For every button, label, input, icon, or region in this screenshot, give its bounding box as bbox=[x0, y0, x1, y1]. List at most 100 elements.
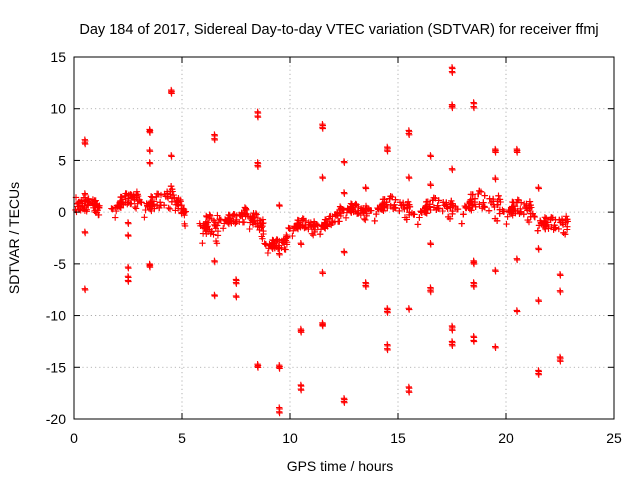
data-point bbox=[305, 225, 312, 233]
data-point bbox=[420, 208, 428, 215]
data-point bbox=[156, 199, 164, 206]
data-point bbox=[317, 226, 325, 233]
data-point bbox=[373, 210, 380, 218]
data-point bbox=[167, 191, 174, 198]
data-point bbox=[91, 201, 98, 208]
data-point bbox=[245, 213, 252, 220]
data-point bbox=[276, 363, 283, 370]
data-point bbox=[535, 185, 542, 192]
data-point bbox=[535, 371, 542, 378]
data-point bbox=[466, 199, 474, 206]
data-point bbox=[94, 207, 101, 214]
data-point bbox=[319, 175, 326, 182]
data-point bbox=[392, 196, 399, 203]
data-point bbox=[481, 204, 488, 211]
data-point bbox=[341, 399, 348, 406]
data-point bbox=[469, 191, 476, 198]
data-point bbox=[531, 213, 538, 221]
data-point bbox=[401, 205, 408, 213]
data-point bbox=[264, 249, 272, 257]
data-point bbox=[206, 211, 213, 218]
data-point bbox=[200, 224, 208, 231]
plot-frame bbox=[73, 56, 615, 420]
data-point bbox=[199, 230, 207, 237]
data-point bbox=[557, 272, 564, 279]
data-point bbox=[535, 298, 542, 305]
data-point bbox=[384, 148, 391, 155]
data-point bbox=[384, 346, 391, 354]
data-point bbox=[564, 216, 571, 223]
data-point bbox=[125, 199, 132, 206]
data-point bbox=[310, 232, 317, 239]
data-point bbox=[226, 217, 233, 225]
data-point bbox=[146, 160, 154, 167]
data-point bbox=[525, 218, 533, 226]
y-tick-label: -10 bbox=[46, 308, 66, 324]
data-point bbox=[543, 215, 550, 222]
data-point bbox=[416, 214, 423, 221]
chart-title: Day 184 of 2017, Sidereal Day-to-day VTE… bbox=[79, 22, 598, 38]
data-point bbox=[95, 204, 103, 211]
data-point bbox=[211, 258, 218, 266]
data-point bbox=[564, 223, 571, 230]
data-point bbox=[137, 198, 145, 206]
data-point bbox=[125, 232, 132, 240]
data-point bbox=[432, 195, 439, 202]
x-tick-label: 5 bbox=[178, 430, 186, 446]
data-point bbox=[319, 322, 326, 330]
data-point bbox=[125, 265, 132, 272]
y-tick-label: 5 bbox=[58, 152, 66, 168]
data-point bbox=[276, 251, 283, 258]
data-point bbox=[492, 344, 499, 351]
data-point bbox=[171, 194, 178, 201]
data-point bbox=[347, 203, 354, 211]
data-point bbox=[153, 190, 161, 197]
data-point bbox=[458, 220, 465, 227]
data-point bbox=[249, 214, 256, 221]
data-point bbox=[276, 202, 283, 210]
data-point bbox=[441, 202, 448, 209]
data-point bbox=[125, 191, 132, 199]
data-point bbox=[500, 208, 507, 215]
data-point bbox=[178, 206, 185, 214]
data-point bbox=[362, 216, 369, 224]
data-point bbox=[132, 205, 140, 212]
data-point bbox=[481, 192, 488, 199]
data-point bbox=[199, 240, 206, 247]
data-point bbox=[298, 241, 305, 248]
data-point bbox=[108, 205, 115, 212]
data-point bbox=[476, 187, 483, 195]
data-point bbox=[408, 209, 416, 217]
data-point bbox=[449, 104, 456, 112]
data-point bbox=[246, 225, 253, 233]
y-tick-label: -15 bbox=[46, 359, 66, 375]
data-point bbox=[118, 200, 125, 207]
data-point bbox=[374, 204, 381, 212]
data-point bbox=[150, 201, 157, 208]
data-point bbox=[339, 206, 346, 213]
data-point bbox=[449, 207, 456, 215]
data-point bbox=[113, 207, 120, 215]
data-point bbox=[157, 191, 165, 199]
data-point bbox=[446, 215, 454, 222]
data-point bbox=[252, 210, 260, 217]
data-point bbox=[492, 149, 499, 156]
data-point bbox=[371, 217, 378, 225]
data-point bbox=[430, 204, 438, 211]
data-point bbox=[377, 205, 384, 213]
data-point bbox=[266, 242, 274, 249]
data-point bbox=[146, 129, 154, 136]
data-point bbox=[166, 205, 174, 213]
data-point bbox=[259, 235, 266, 242]
data-point bbox=[336, 218, 343, 225]
data-point bbox=[270, 237, 277, 244]
data-point bbox=[281, 240, 288, 247]
data-point bbox=[435, 197, 442, 204]
data-point bbox=[346, 206, 353, 214]
data-point bbox=[535, 246, 542, 253]
data-point bbox=[359, 208, 367, 215]
data-point bbox=[563, 213, 570, 220]
data-point bbox=[360, 209, 367, 216]
data-point bbox=[125, 278, 132, 285]
